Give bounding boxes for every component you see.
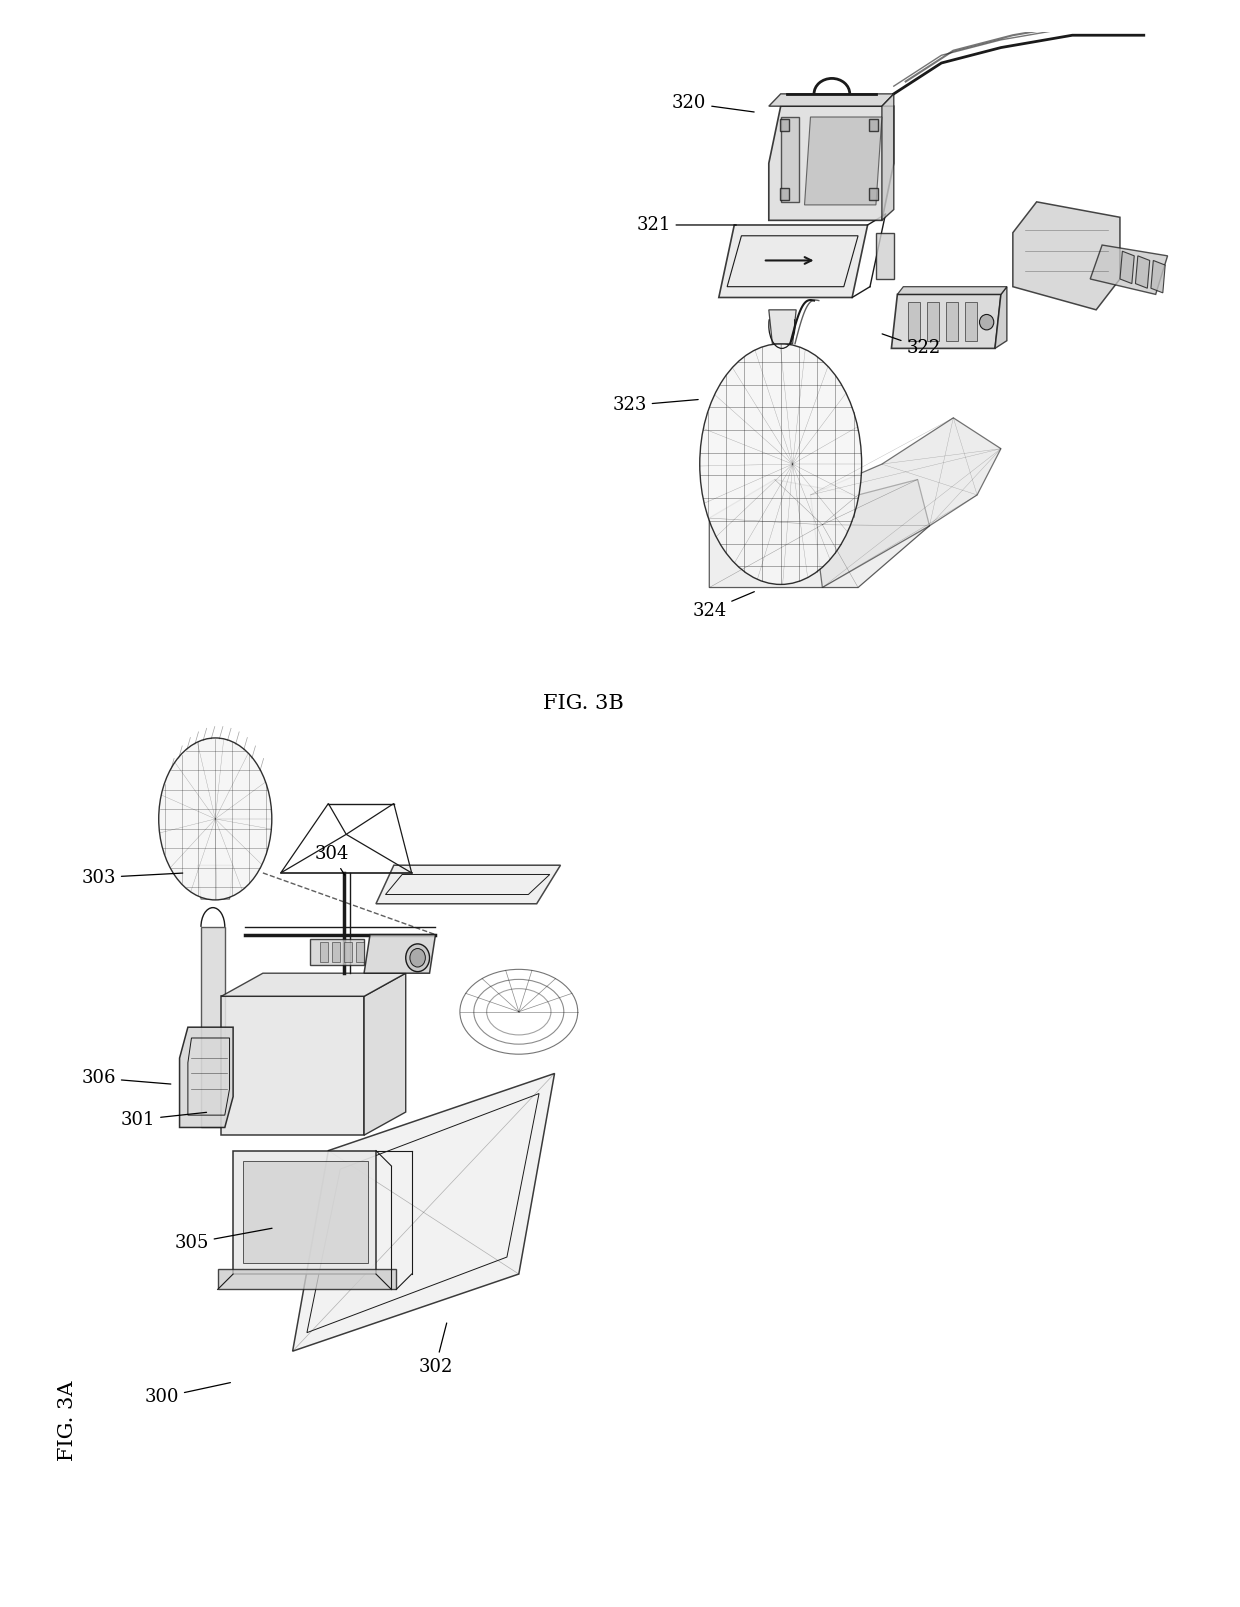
Polygon shape [869, 119, 878, 130]
Polygon shape [376, 865, 560, 903]
Polygon shape [719, 225, 868, 297]
Polygon shape [805, 117, 882, 206]
Polygon shape [197, 865, 233, 900]
Polygon shape [343, 942, 352, 963]
Text: 306: 306 [82, 1069, 171, 1086]
Polygon shape [946, 302, 959, 341]
Text: 302: 302 [418, 1323, 453, 1376]
Polygon shape [882, 93, 894, 220]
Text: 320: 320 [672, 95, 754, 112]
Ellipse shape [699, 344, 862, 585]
Ellipse shape [410, 948, 425, 967]
Ellipse shape [980, 315, 993, 329]
Polygon shape [769, 93, 894, 106]
Polygon shape [320, 942, 329, 963]
Polygon shape [1090, 244, 1168, 294]
Polygon shape [811, 418, 1001, 588]
Text: 322: 322 [882, 334, 941, 357]
Polygon shape [780, 188, 789, 201]
Ellipse shape [159, 738, 272, 900]
Polygon shape [1136, 256, 1149, 288]
Polygon shape [180, 1027, 233, 1128]
Polygon shape [769, 106, 894, 220]
Polygon shape [769, 310, 796, 344]
Polygon shape [201, 927, 224, 1128]
Text: 300: 300 [144, 1382, 231, 1406]
Polygon shape [898, 286, 1007, 294]
Polygon shape [1013, 202, 1120, 310]
Polygon shape [869, 188, 878, 201]
Polygon shape [243, 1162, 367, 1263]
Polygon shape [332, 942, 340, 963]
Polygon shape [1120, 251, 1135, 283]
Text: FIG. 3B: FIG. 3B [543, 694, 624, 714]
Polygon shape [221, 974, 405, 996]
Polygon shape [965, 302, 977, 341]
Polygon shape [892, 294, 1001, 349]
Polygon shape [875, 233, 894, 280]
Polygon shape [233, 1151, 376, 1274]
Text: 301: 301 [120, 1110, 207, 1128]
Polygon shape [365, 974, 405, 1135]
Text: 304: 304 [315, 845, 350, 876]
Polygon shape [293, 1073, 554, 1351]
Polygon shape [709, 479, 930, 588]
Text: FIG. 3A: FIG. 3A [58, 1380, 77, 1461]
Text: 303: 303 [82, 868, 182, 887]
Text: 305: 305 [175, 1228, 272, 1252]
Polygon shape [908, 302, 920, 341]
Polygon shape [221, 996, 365, 1135]
Polygon shape [928, 302, 939, 341]
Polygon shape [780, 119, 789, 130]
Polygon shape [1151, 260, 1166, 292]
Ellipse shape [405, 943, 429, 972]
Text: 321: 321 [636, 215, 737, 235]
Polygon shape [781, 117, 799, 202]
Text: 324: 324 [692, 591, 754, 620]
Text: 323: 323 [613, 397, 698, 415]
Polygon shape [365, 935, 435, 974]
Polygon shape [356, 942, 365, 963]
Polygon shape [310, 938, 365, 966]
Polygon shape [218, 1270, 397, 1289]
Polygon shape [994, 286, 1007, 349]
